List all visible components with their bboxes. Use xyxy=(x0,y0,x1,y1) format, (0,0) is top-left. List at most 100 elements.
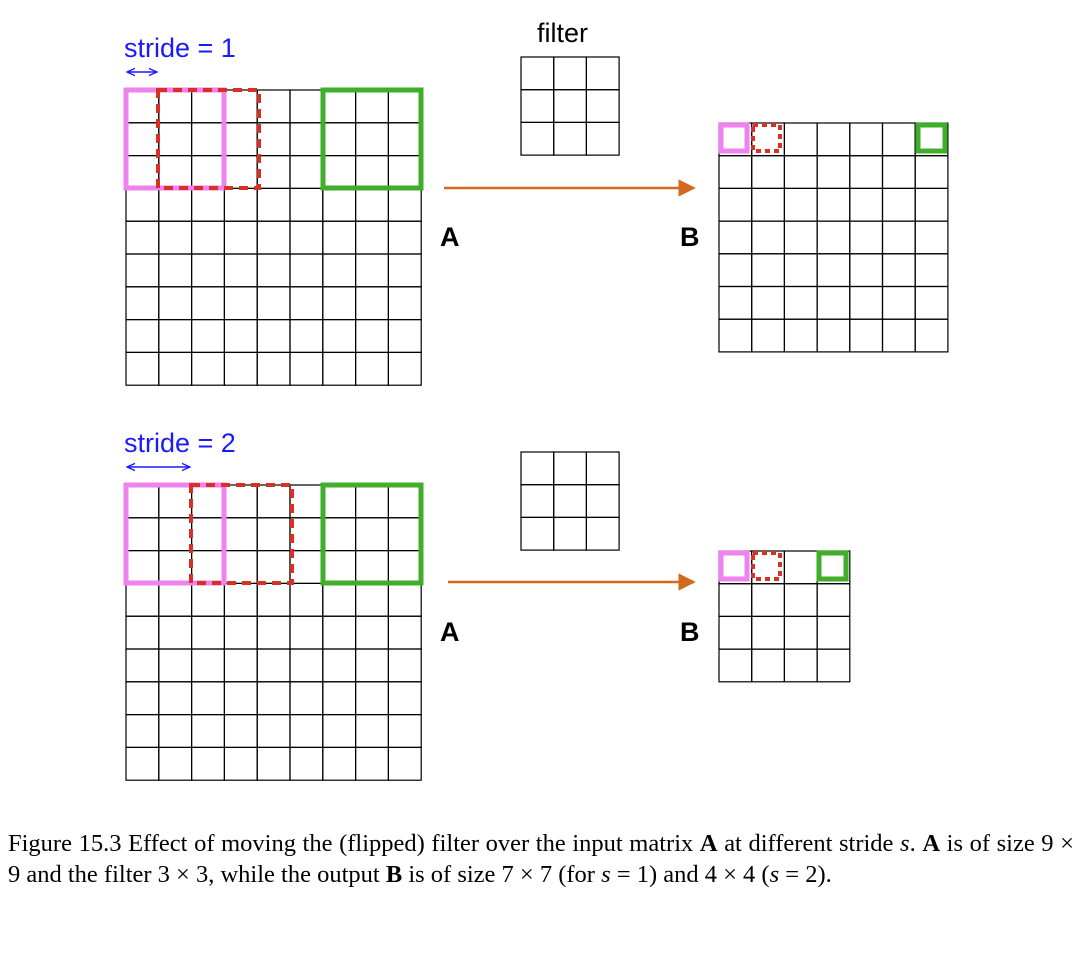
grid-cell xyxy=(158,155,193,190)
grid-cell xyxy=(751,285,786,320)
grid-cell xyxy=(387,648,422,683)
grid-cell xyxy=(816,648,851,683)
grid-cell xyxy=(158,351,193,386)
grid-cell xyxy=(355,187,390,222)
grid-cell xyxy=(158,746,193,781)
panel-stride-1: stride = 1 filter A B xyxy=(123,18,949,386)
grid-cell xyxy=(881,155,916,189)
grid-cell xyxy=(355,549,390,584)
grid-cell xyxy=(191,89,226,124)
grid-cell xyxy=(816,318,851,353)
grid-cell xyxy=(125,681,160,716)
grid-cell xyxy=(387,615,422,650)
grid-cell xyxy=(191,648,226,683)
grid-cell xyxy=(256,484,291,519)
grid-cell xyxy=(322,582,357,617)
grid-cell xyxy=(355,582,390,617)
grid-cell xyxy=(881,220,916,255)
grid-cell xyxy=(849,318,884,353)
grid-cell xyxy=(125,648,160,683)
grid-cell xyxy=(158,582,193,617)
grid-cell xyxy=(125,351,160,386)
grid-cell xyxy=(553,121,588,156)
grid-cell xyxy=(256,746,291,781)
grid-cell xyxy=(520,89,555,123)
output-matrix-b-grid xyxy=(718,550,851,683)
caption-segment: = 2). xyxy=(779,861,832,888)
grid-cell xyxy=(520,56,555,91)
grid-cell xyxy=(256,681,291,716)
grid-cell xyxy=(355,286,390,321)
caption-segment: s xyxy=(769,861,780,888)
caption-segment: B xyxy=(385,861,403,888)
output-last-cell-highlight xyxy=(915,122,948,154)
grid-cell xyxy=(223,517,258,552)
grid-cell xyxy=(223,187,258,222)
caption-segment: Effect of moving the (flipped) filter ov… xyxy=(121,830,700,857)
grid-cell xyxy=(849,253,884,288)
grid-cell xyxy=(322,484,357,519)
grid-cell xyxy=(387,484,422,519)
grid-cell xyxy=(849,220,884,255)
grid-cell xyxy=(718,648,753,683)
grid-cell xyxy=(355,122,390,157)
grid-cell xyxy=(718,155,753,189)
grid-cell xyxy=(355,319,390,354)
grid-cell xyxy=(322,746,357,781)
grid-cell xyxy=(322,286,357,321)
grid-cell xyxy=(223,122,258,157)
grid-cell xyxy=(816,122,851,157)
grid-cell xyxy=(783,122,818,157)
grid-cell xyxy=(849,187,884,222)
grid-cell xyxy=(387,319,422,354)
grid-cell xyxy=(322,517,357,552)
grid-cell xyxy=(914,285,949,320)
grid-cell xyxy=(355,746,390,781)
grid-cell xyxy=(553,89,588,123)
output-last-cell-highlight xyxy=(816,550,849,582)
second-window-highlight xyxy=(156,88,261,190)
grid-cell xyxy=(289,351,324,386)
grid-cell xyxy=(387,187,422,222)
output-first-cell-highlight xyxy=(718,550,750,582)
caption-segment: A xyxy=(922,830,941,857)
grid-cell xyxy=(322,648,357,683)
grid-cell xyxy=(191,517,226,552)
grid-cell xyxy=(355,351,390,386)
grid-cell xyxy=(322,615,357,650)
grid-cell xyxy=(816,187,851,222)
filter-grid xyxy=(520,56,620,156)
grid-cell xyxy=(289,155,324,190)
grid-cell xyxy=(881,122,916,157)
grid-cell xyxy=(322,681,357,716)
grid-cell xyxy=(256,286,291,321)
caption-segment: at different stride xyxy=(717,830,901,857)
grid-cell xyxy=(256,582,291,617)
grid-cell xyxy=(256,253,291,288)
grid-cell xyxy=(322,155,357,190)
grid-cell xyxy=(322,351,357,386)
grid-cell xyxy=(816,220,851,255)
grid-cell xyxy=(816,155,851,189)
output-second-cell-highlight xyxy=(751,123,782,153)
grid-cell xyxy=(158,319,193,354)
grid-cell xyxy=(520,516,555,551)
grid-cell xyxy=(718,318,753,353)
grid-cell xyxy=(125,187,160,222)
grid-cell xyxy=(289,681,324,716)
convolution-stride-diagram: stride = 1 filter A B stride = 2 A B xyxy=(123,18,949,781)
grid-cell xyxy=(387,253,422,288)
grid-cell xyxy=(520,121,555,156)
grid-cell xyxy=(783,615,818,650)
grid-cell xyxy=(289,319,324,354)
last-window-highlight xyxy=(320,87,424,191)
grid-cell xyxy=(718,220,753,255)
grid-cell xyxy=(914,187,949,222)
grid-cell xyxy=(751,318,786,353)
grid-cell xyxy=(223,484,258,519)
grid-cell xyxy=(256,155,291,190)
grid-cell xyxy=(387,286,422,321)
caption-segment: = 1) and 4 × 4 ( xyxy=(610,861,770,888)
grid-cell xyxy=(125,220,160,255)
grid-cell xyxy=(881,285,916,320)
